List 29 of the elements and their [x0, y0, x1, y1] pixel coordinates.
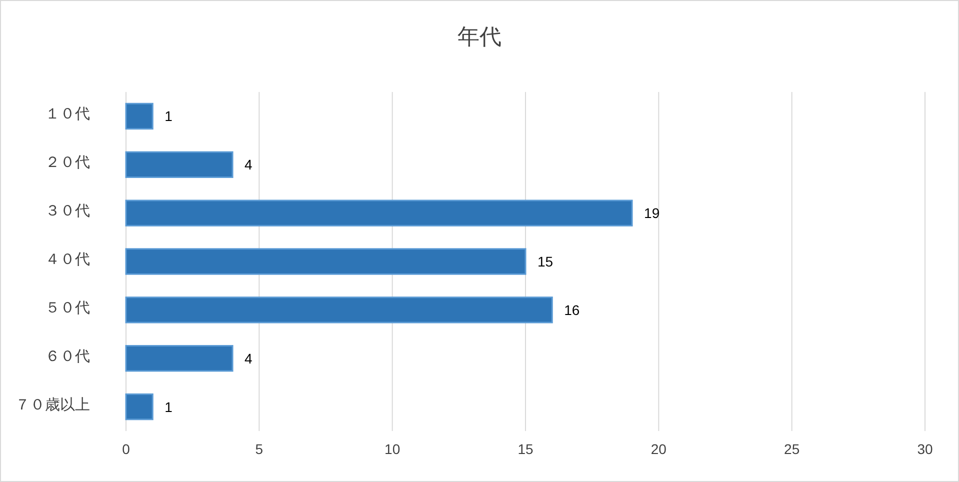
data-label: 1	[164, 398, 173, 415]
bar	[125, 151, 234, 178]
y-tick-label: ２０代	[45, 154, 90, 172]
x-tick-label: 10	[384, 441, 400, 457]
data-label: 4	[244, 156, 253, 173]
x-tick-label: 20	[650, 441, 667, 457]
y-tick-label: ３０代	[45, 202, 90, 220]
y-tick-label: ４０代	[45, 251, 90, 268]
x-tick-label: 5	[255, 441, 264, 457]
data-label: 16	[564, 302, 580, 318]
chart-title: 年代	[458, 24, 502, 49]
bar	[125, 345, 234, 372]
data-label: 1	[164, 108, 173, 124]
bar	[125, 200, 633, 226]
y-tick-label: ５０代	[45, 299, 90, 316]
x-tick-label: 25	[784, 441, 800, 457]
x-tick-label: 15	[518, 441, 534, 457]
y-tick-label: ７０歳以上	[15, 396, 90, 414]
x-tick-label: 0	[122, 441, 130, 457]
bar	[125, 393, 154, 420]
bar	[125, 248, 526, 275]
bar	[125, 296, 553, 324]
data-label: 15	[538, 254, 554, 270]
y-tick-label: １０代	[45, 106, 90, 123]
bar	[125, 102, 154, 130]
data-label: 19	[644, 205, 660, 222]
y-tick-label: ６０代	[45, 348, 90, 365]
x-tick-label: 30	[917, 441, 933, 457]
data-label: 4	[244, 350, 253, 366]
